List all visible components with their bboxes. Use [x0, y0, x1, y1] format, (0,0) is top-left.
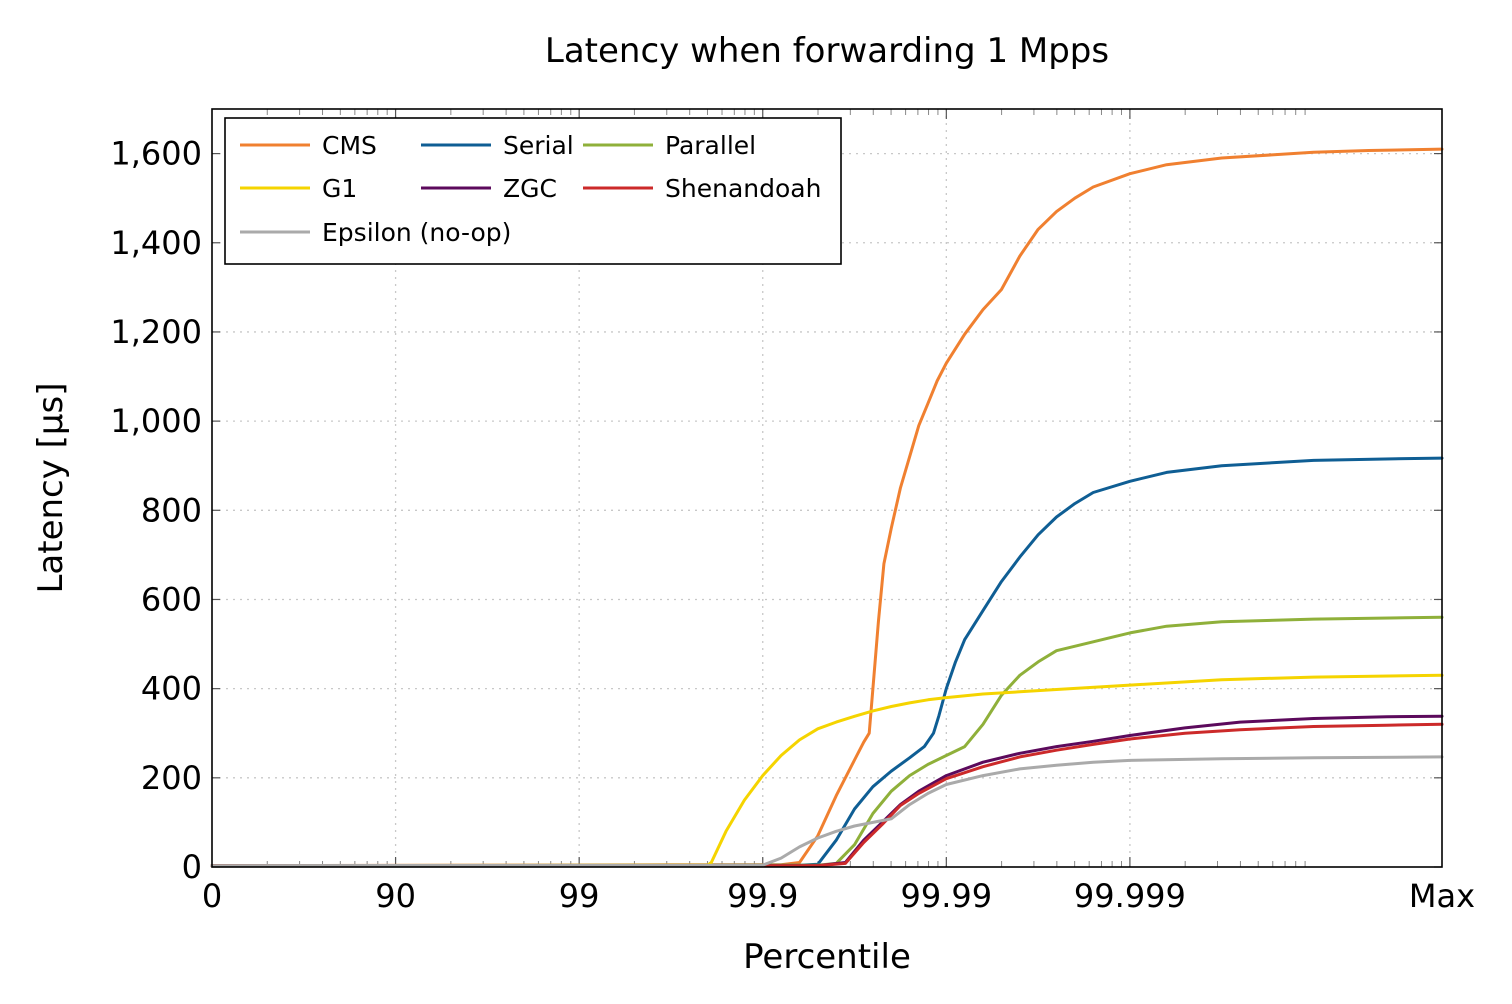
legend-label: Shenandoah — [665, 174, 821, 203]
legend-box — [224, 117, 842, 265]
series-layer — [210, 147, 1444, 868]
x-tick-label: 99 — [559, 877, 600, 915]
series-line-serial — [210, 456, 1444, 868]
y-tick-label: 800 — [141, 491, 202, 529]
y-tick-label: 1,400 — [110, 224, 202, 262]
x-tick-labels: 0 90 99 99.9 99.99 99.999 Max — [202, 877, 1475, 915]
x-tick-label: 99.999 — [1074, 877, 1186, 915]
legend-label: Serial — [503, 131, 574, 160]
chart-title: Latency when forwarding 1 Mpps — [545, 31, 1109, 71]
legend-label: ZGC — [503, 174, 557, 203]
x-axis-label: Percentile — [743, 937, 911, 977]
series-line-parallel — [210, 615, 1444, 868]
series-line-cms — [210, 147, 1444, 868]
legend-label: G1 — [322, 174, 357, 203]
x-tick-label: Max — [1409, 877, 1475, 915]
legend-label: Epsilon (no-op) — [322, 218, 511, 247]
y-tick-label: 1,000 — [110, 402, 202, 440]
y-tick-label: 1,600 — [110, 135, 202, 173]
legend-label: CMS — [322, 131, 377, 160]
series-line-g1 — [210, 673, 1444, 868]
y-tick-label: 200 — [141, 759, 202, 797]
series-line-shenandoah — [210, 722, 1444, 868]
series-line-zgc — [210, 714, 1444, 868]
y-axis-label: Latency [μs] — [31, 382, 71, 593]
x-tick-label: 0 — [202, 877, 222, 915]
x-tick-label: 99.9 — [727, 877, 798, 915]
y-tick-label: 1,200 — [110, 313, 202, 351]
legend: CMS Serial Parallel G1 ZGC Shenandoah Epsilon … — [224, 117, 842, 265]
y-tick-labels: 0 200 400 600 800 1,000 1,200 1,400 1,600 — [110, 135, 202, 886]
legend-items: CMS Serial Parallel G1 ZGC Shenandoah Epsilon … — [240, 131, 821, 247]
x-tick-label: 99.99 — [901, 877, 993, 915]
y-tick-label: 400 — [141, 670, 202, 708]
x-tick-label: 90 — [375, 877, 416, 915]
y-tick-label: 0 — [182, 848, 202, 886]
legend-label: Parallel — [665, 131, 756, 160]
plot-frame — [211, 108, 1443, 868]
series-line-epsilon-no-op — [210, 755, 1444, 868]
y-tick-label: 600 — [141, 580, 202, 618]
